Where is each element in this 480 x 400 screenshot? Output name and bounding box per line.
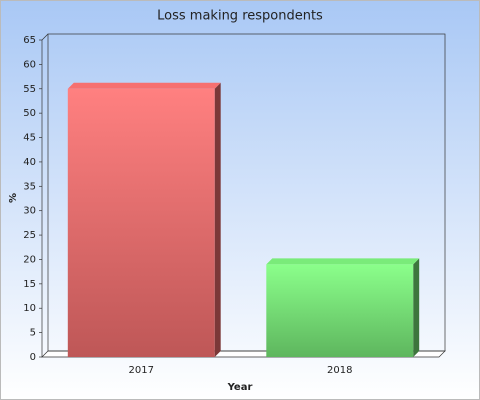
y-tick-label: 65 [23,35,36,46]
y-tick-label: 30 [23,206,36,217]
y-tick-label: 40 [23,157,36,168]
x-axis-title: Year [227,382,253,393]
bar [67,88,215,358]
y-tick-label: 25 [23,230,36,241]
plot-frame [47,33,446,352]
y-axis-title: % [8,193,19,203]
y-tick-label: 10 [23,303,36,314]
bar-side [413,258,420,357]
y-tick-label: 60 [23,59,36,70]
bar-top [266,258,420,265]
x-tick-label: 2017 [129,365,154,376]
y-tick-label: 50 [23,108,36,119]
y-tick-label: 15 [23,279,36,290]
bar-top [67,82,221,89]
bar-side [214,82,221,358]
y-tick-label: 55 [23,84,36,95]
y-tick-label: 5 [30,328,36,339]
y-tick-label: 0 [30,352,36,363]
bar [266,264,414,357]
chart-title: Loss making respondents [157,9,323,24]
y-tick-label: 20 [23,254,36,265]
x-tick-label: 2018 [327,365,352,376]
y-tick-label: 45 [23,133,36,144]
y-tick-label: 35 [23,181,36,192]
frame-edge [41,33,49,41]
